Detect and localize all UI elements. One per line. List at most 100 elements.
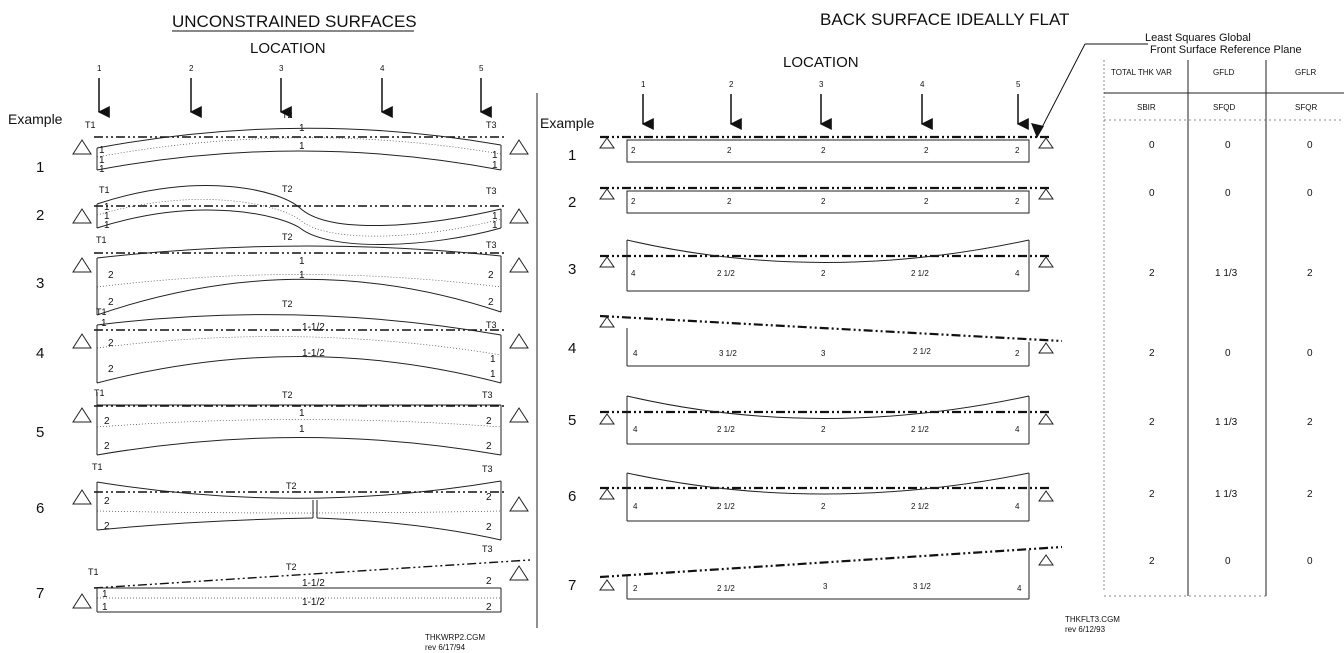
svg-text:T3: T3 xyxy=(486,186,497,196)
svg-text:2: 2 xyxy=(727,197,732,206)
svg-text:T1: T1 xyxy=(99,185,110,195)
svg-text:2: 2 xyxy=(821,502,826,511)
svg-text:2: 2 xyxy=(1149,417,1155,428)
svg-text:4: 4 xyxy=(631,269,636,278)
svg-text:2: 2 xyxy=(1015,197,1020,206)
svg-text:T3: T3 xyxy=(482,464,493,474)
svg-text:2 1/2: 2 1/2 xyxy=(911,269,929,278)
left-example-7: 7 T1 T2 T3 1 1 1-1/2 1-1/2 2 2 xyxy=(36,544,531,613)
footnote-left-2: rev 6/17/94 xyxy=(425,643,466,652)
right-loc-num-4: 4 xyxy=(920,80,925,89)
left-location-label: LOCATION xyxy=(250,40,326,57)
svg-text:2: 2 xyxy=(633,584,638,593)
header-sbir: SBIR xyxy=(1137,103,1156,112)
svg-text:1-1/2: 1-1/2 xyxy=(302,322,325,333)
svg-text:2: 2 xyxy=(821,425,826,434)
svg-text:2: 2 xyxy=(486,522,492,533)
table-caption-1: Least Squares Global xyxy=(1145,32,1251,44)
svg-text:T3: T3 xyxy=(486,320,497,330)
svg-text:T1: T1 xyxy=(96,307,107,317)
svg-text:4: 4 xyxy=(633,349,638,358)
left-example-3: 3 T1 T2 T3 2 2 1 1 2 2 xyxy=(36,232,529,316)
svg-text:2: 2 xyxy=(924,146,929,155)
svg-text:2: 2 xyxy=(924,197,929,206)
header-total-thk-var: TOTAL THK VAR xyxy=(1111,68,1172,77)
header-gfld: GFLD xyxy=(1213,68,1235,77)
svg-text:2: 2 xyxy=(108,364,114,375)
svg-text:T2: T2 xyxy=(282,184,293,194)
svg-text:2: 2 xyxy=(631,197,636,206)
svg-text:3 1/2: 3 1/2 xyxy=(913,582,931,591)
left-loc-num-3: 3 xyxy=(279,64,284,73)
svg-text:1: 1 xyxy=(101,318,107,329)
right-example-num-5: 5 xyxy=(568,412,576,429)
right-location-arrows: 1 2 3 4 5 xyxy=(641,80,1029,130)
svg-text:2: 2 xyxy=(821,269,826,278)
svg-text:1-1/2: 1-1/2 xyxy=(302,578,325,589)
svg-text:3 1/2: 3 1/2 xyxy=(719,349,737,358)
svg-text:1: 1 xyxy=(299,270,305,281)
right-example-num-6: 6 xyxy=(568,488,576,505)
svg-text:2: 2 xyxy=(108,297,114,308)
right-loc-num-2: 2 xyxy=(729,80,734,89)
svg-text:2: 2 xyxy=(104,416,110,427)
svg-text:T3: T3 xyxy=(486,240,497,250)
svg-text:2: 2 xyxy=(1149,489,1155,500)
svg-text:2: 2 xyxy=(486,441,492,452)
svg-text:4: 4 xyxy=(1015,425,1020,434)
left-example-num-3: 3 xyxy=(36,275,44,292)
svg-text:1: 1 xyxy=(299,424,305,435)
footnote-left-1: THKWRP2.CGM xyxy=(425,633,485,642)
svg-text:2: 2 xyxy=(1149,348,1155,359)
leader-arrow-head xyxy=(1031,123,1044,138)
svg-text:1: 1 xyxy=(492,211,498,222)
svg-text:1: 1 xyxy=(99,155,105,166)
right-example-num-7: 7 xyxy=(568,577,576,594)
svg-text:4: 4 xyxy=(633,425,638,434)
svg-text:0: 0 xyxy=(1149,140,1155,151)
svg-text:2: 2 xyxy=(821,146,826,155)
svg-text:1: 1 xyxy=(104,220,110,231)
results-table: Least Squares Global Front Surface Refer… xyxy=(1103,32,1344,597)
svg-text:2: 2 xyxy=(821,197,826,206)
svg-text:1 1/3: 1 1/3 xyxy=(1215,268,1238,279)
svg-text:T2: T2 xyxy=(282,232,293,242)
svg-text:1: 1 xyxy=(299,408,305,419)
svg-text:T3: T3 xyxy=(482,544,493,554)
svg-text:2: 2 xyxy=(486,602,492,613)
svg-text:2: 2 xyxy=(104,496,110,507)
header-gflr: GFLR xyxy=(1295,68,1317,77)
left-loc-num-1: 1 xyxy=(97,64,102,73)
svg-text:2: 2 xyxy=(108,338,114,349)
svg-text:2: 2 xyxy=(727,146,732,155)
svg-text:1-1/2: 1-1/2 xyxy=(302,348,325,359)
right-example-2: 2 2 2 2 2 2 xyxy=(568,186,1054,214)
svg-text:1: 1 xyxy=(299,123,305,134)
right-example-7: 7 2 2 1/2 3 3 1/2 4 xyxy=(568,545,1063,600)
right-example-num-3: 3 xyxy=(568,261,576,278)
svg-text:1: 1 xyxy=(299,141,305,152)
left-example-2: 2 T1 T2 T3 111 11 xyxy=(36,184,529,246)
footnote-right-2: rev 6/12/93 xyxy=(1065,625,1106,634)
header-sfqr: SFQR xyxy=(1295,103,1317,112)
t3-label: T3 xyxy=(486,120,497,130)
svg-text:0: 0 xyxy=(1225,140,1231,151)
svg-text:0: 0 xyxy=(1307,140,1313,151)
svg-text:0: 0 xyxy=(1307,556,1313,567)
left-example-label: Example xyxy=(8,111,63,127)
svg-text:2: 2 xyxy=(104,441,110,452)
right-example-3: 3 4 2 1/2 2 2 1/2 4 xyxy=(568,239,1054,292)
svg-text:2: 2 xyxy=(488,270,494,281)
left-example-5: 5 T1 T2 T3 2 2 1 1 2 2 xyxy=(36,388,529,456)
svg-text:2: 2 xyxy=(1307,417,1313,428)
svg-text:1 1/3: 1 1/3 xyxy=(1215,489,1238,500)
svg-text:2: 2 xyxy=(1307,268,1313,279)
right-loc-num-5: 5 xyxy=(1016,80,1021,89)
left-example-num-1: 1 xyxy=(36,159,44,176)
right-loc-num-3: 3 xyxy=(819,80,824,89)
left-loc-num-4: 4 xyxy=(380,64,385,73)
svg-text:2: 2 xyxy=(486,416,492,427)
svg-text:0: 0 xyxy=(1307,188,1313,199)
svg-text:3: 3 xyxy=(823,582,828,591)
